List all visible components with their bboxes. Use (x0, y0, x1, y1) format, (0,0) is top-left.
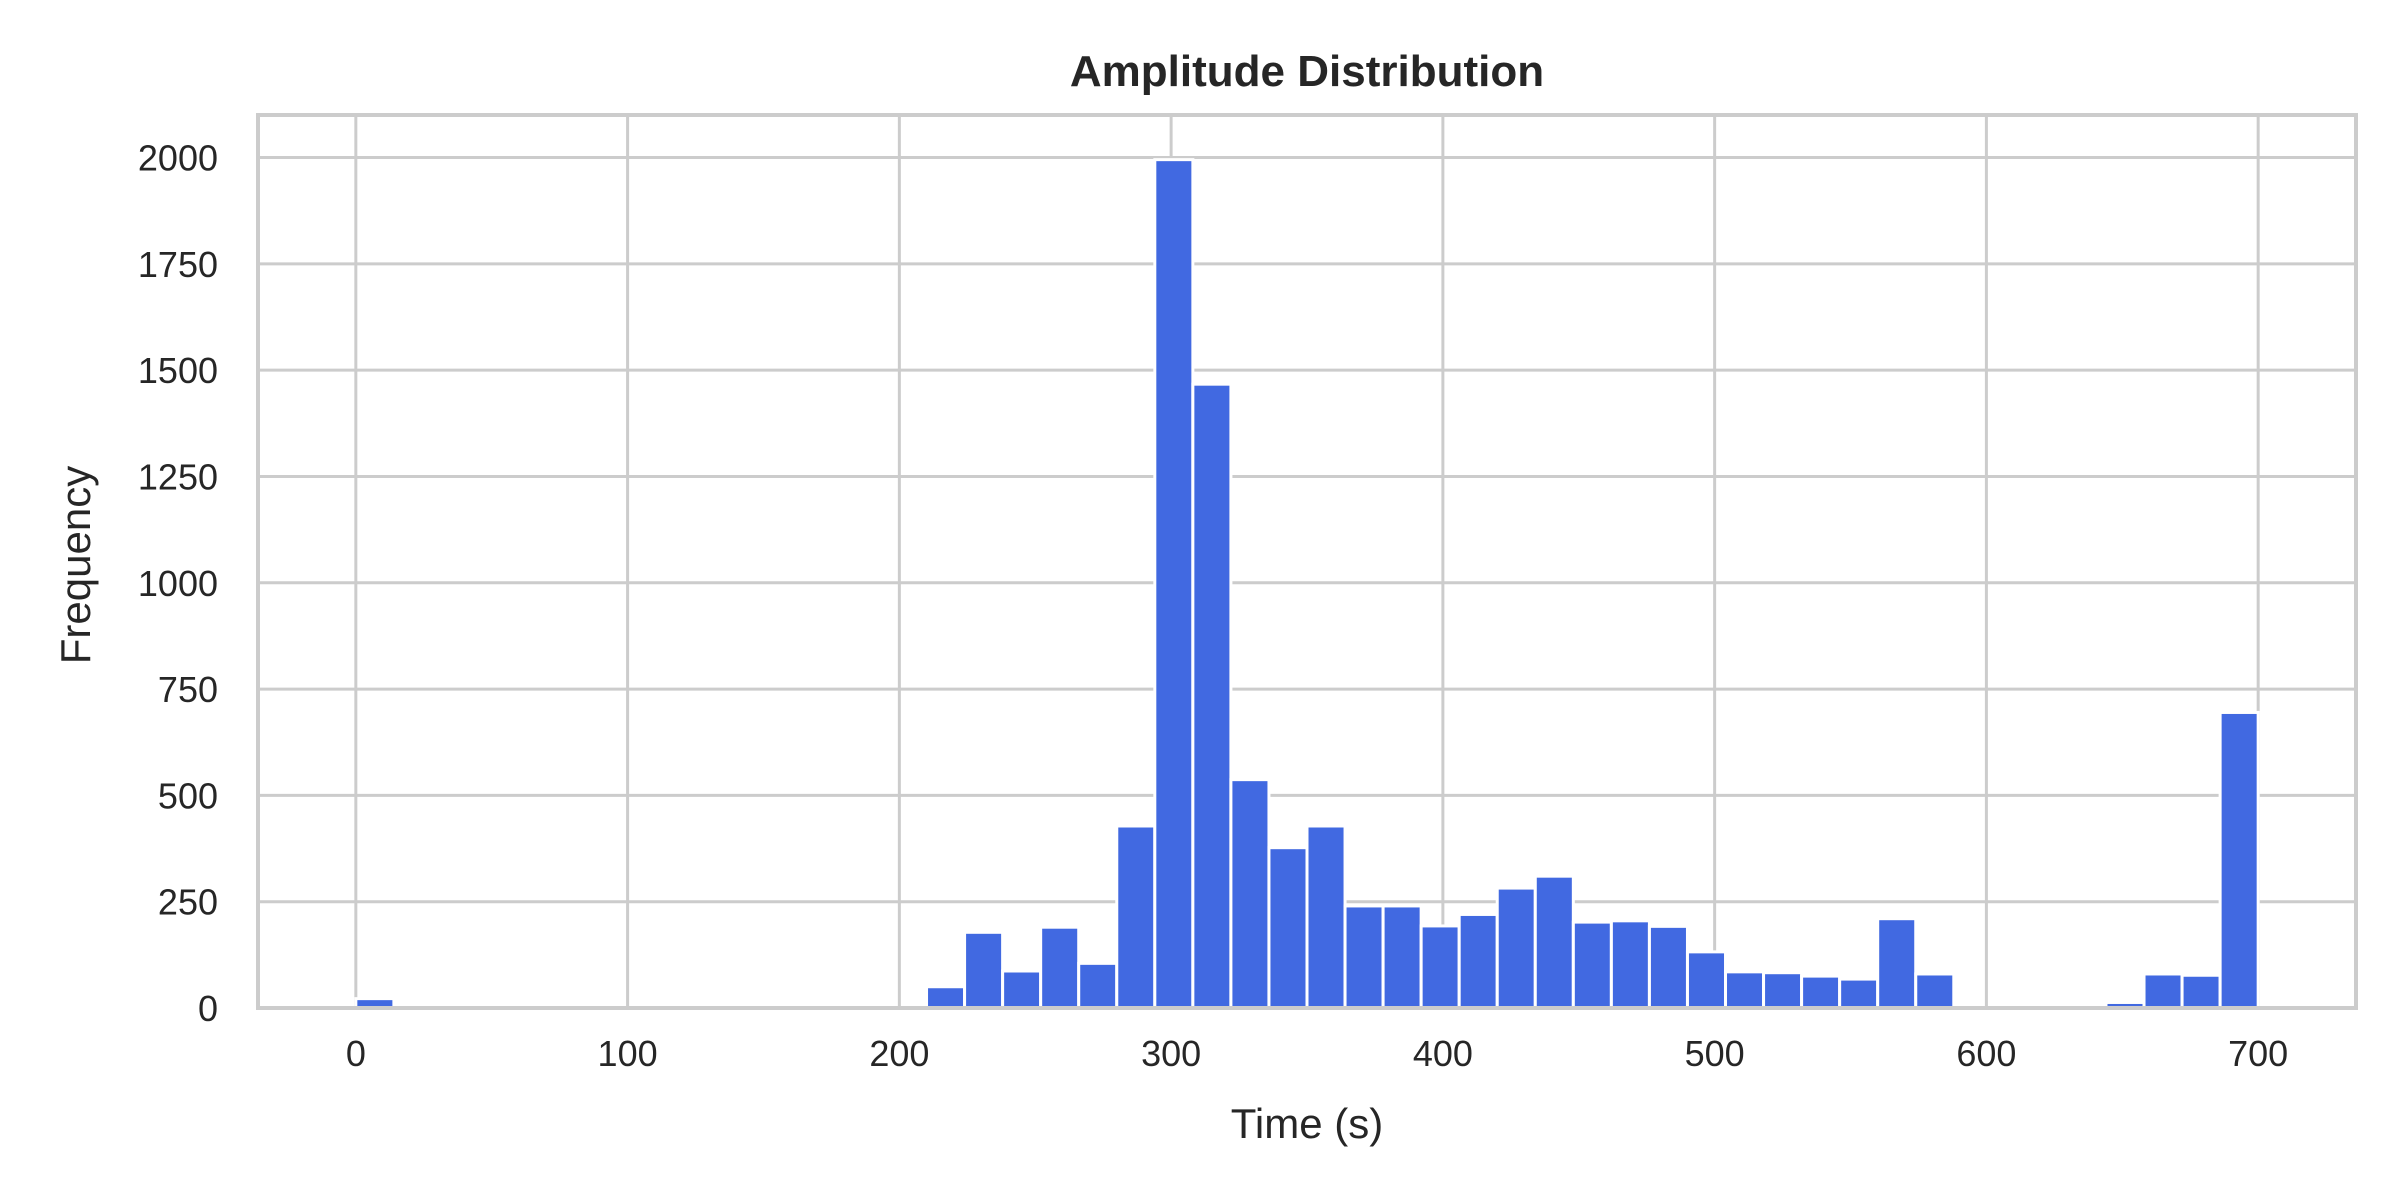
histogram-bar (1800, 974, 1842, 1010)
histogram-bar (2180, 973, 2222, 1010)
histogram-bar (1115, 824, 1157, 1010)
x-tick-label: 100 (598, 1033, 658, 1074)
y-tick-label: 1750 (138, 244, 218, 285)
y-tick-label: 1250 (138, 456, 218, 497)
histogram-bar (925, 985, 967, 1010)
y-tick-label: 1500 (138, 350, 218, 391)
histogram-bar (1001, 969, 1043, 1010)
y-tick-label: 750 (158, 669, 218, 710)
histogram-bar (1153, 158, 1195, 1010)
histogram-bar (2218, 710, 2260, 1010)
x-tick-label: 700 (2228, 1033, 2288, 1074)
grid-layer (258, 115, 2356, 1010)
y-tick-label: 1000 (138, 563, 218, 604)
histogram-bar (1305, 824, 1347, 1010)
histogram-bar (1609, 919, 1651, 1010)
x-tick-label: 600 (1956, 1033, 2016, 1074)
histogram-bar (2142, 972, 2184, 1010)
x-axis-label: Time (s) (1231, 1100, 1383, 1147)
y-axis-label: Frequency (52, 466, 99, 664)
x-tick-label: 0 (346, 1033, 366, 1074)
tick-layer: 0 100 200 300 400 500 600 700 0 250 500 750 1000 1250… (138, 138, 2288, 1074)
x-tick-label: 400 (1413, 1033, 1473, 1074)
histogram-bar (1495, 886, 1537, 1010)
histogram-bar (1039, 925, 1081, 1010)
plot-frame (256, 113, 2358, 1010)
histogram-bar (1343, 904, 1385, 1010)
x-tick-label: 500 (1685, 1033, 1745, 1074)
histogram-bar (1724, 970, 1766, 1010)
histogram-bar (1685, 950, 1728, 1010)
bar-layer (354, 158, 2260, 1010)
chart-title: Amplitude Distribution (1070, 47, 1544, 96)
y-tick-label: 250 (158, 882, 218, 923)
histogram-bar (1457, 912, 1499, 1010)
histogram-bar (1381, 904, 1423, 1010)
histogram-bar (1571, 920, 1613, 1010)
histogram-bar (1191, 382, 1233, 1010)
histogram-bar (1077, 961, 1119, 1010)
histogram-bar (1876, 917, 1918, 1010)
x-tick-label: 200 (869, 1033, 929, 1074)
histogram-bar (963, 930, 1005, 1010)
histogram-bar (1838, 977, 1880, 1010)
y-tick-label: 0 (198, 988, 218, 1029)
x-tick-label: 300 (1141, 1033, 1201, 1074)
histogram-bar (1647, 924, 1689, 1010)
y-tick-label: 500 (158, 775, 218, 816)
y-tick-label: 2000 (138, 138, 218, 179)
histogram-bar (1533, 874, 1575, 1010)
histogram-bar (1267, 846, 1309, 1010)
histogram-bar (1762, 971, 1804, 1010)
histogram-bar (1419, 924, 1461, 1010)
histogram-bar (1914, 972, 1956, 1010)
histogram-bar (1229, 778, 1271, 1010)
